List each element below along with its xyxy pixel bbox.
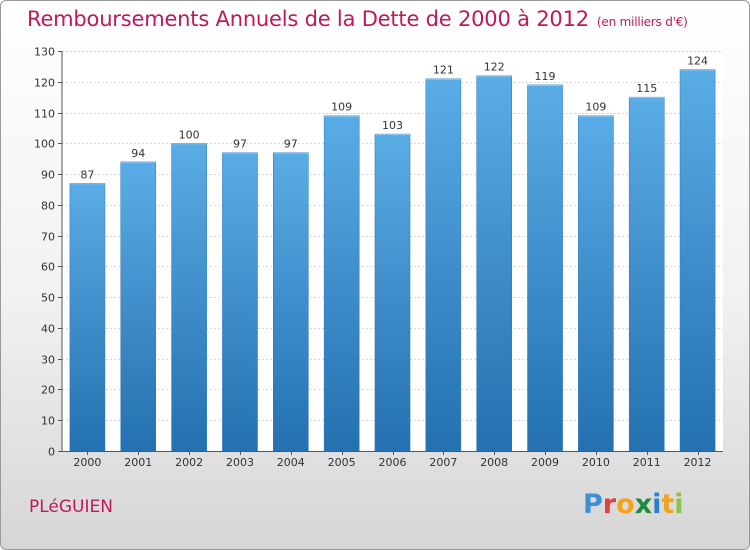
logo-letter: r bbox=[602, 489, 617, 520]
logo-letter: x bbox=[634, 489, 653, 520]
data-label: 124 bbox=[687, 54, 708, 67]
x-tick-label: 2006 bbox=[379, 456, 407, 469]
x-tick-label: 2009 bbox=[531, 456, 559, 469]
bar bbox=[476, 75, 512, 452]
data-labels: 87 94 100 97 97 109 103 121 122 119 109 115 124 bbox=[80, 54, 708, 181]
x-tick-label: 2002 bbox=[175, 456, 203, 469]
data-label: 97 bbox=[233, 138, 247, 151]
y-tick-label: 70 bbox=[41, 231, 55, 244]
logo-letter: i bbox=[652, 489, 662, 520]
logo-letter: P bbox=[583, 489, 603, 520]
chart-unit: (en milliers d'€) bbox=[596, 15, 688, 29]
y-tick-label: 90 bbox=[41, 169, 55, 182]
y-tick-label: 30 bbox=[41, 354, 55, 367]
bar bbox=[527, 84, 563, 452]
x-tick-label: 2012 bbox=[684, 456, 712, 469]
y-tick-label: 110 bbox=[34, 108, 55, 121]
x-tick-label: 2007 bbox=[429, 456, 457, 469]
commune-name: PLéGUIEN bbox=[29, 497, 113, 517]
x-tick-label: 2005 bbox=[328, 456, 356, 469]
data-label: 103 bbox=[382, 119, 403, 132]
bar bbox=[120, 161, 157, 452]
bar bbox=[222, 152, 258, 452]
bar bbox=[578, 115, 614, 452]
bar bbox=[171, 143, 207, 452]
data-label: 94 bbox=[131, 147, 145, 160]
x-tick-label: 2000 bbox=[73, 456, 101, 469]
x-tick-label: 2003 bbox=[226, 456, 254, 469]
x-tick-label: 2011 bbox=[633, 456, 661, 469]
x-tick-label: 2004 bbox=[277, 456, 305, 469]
y-tick-label: 130 bbox=[34, 46, 55, 59]
x-tick-label: 2008 bbox=[480, 456, 508, 469]
bars bbox=[69, 69, 716, 452]
y-tick-label: 60 bbox=[41, 261, 55, 274]
y-tick-label: 100 bbox=[34, 138, 55, 151]
logo-letter: i bbox=[674, 489, 684, 520]
y-tick-label: 50 bbox=[41, 292, 55, 305]
y-axis-ticks: 0 10 20 30 40 50 60 70 80 90 100 110 120 130 bbox=[34, 46, 62, 459]
y-tick-label: 40 bbox=[41, 323, 55, 336]
bar bbox=[425, 78, 462, 452]
data-label: 87 bbox=[80, 168, 94, 181]
data-label: 109 bbox=[585, 101, 606, 114]
bar bbox=[273, 152, 309, 452]
data-label: 109 bbox=[331, 101, 352, 114]
data-label: 97 bbox=[284, 138, 298, 151]
y-tick-label: 0 bbox=[48, 446, 55, 459]
y-tick-label: 20 bbox=[41, 384, 55, 397]
x-tick-label: 2001 bbox=[124, 456, 152, 469]
bar bbox=[323, 115, 360, 452]
chart-title: Remboursements Annuels de la Dette de 20… bbox=[27, 7, 688, 31]
data-label: 115 bbox=[636, 82, 657, 95]
data-label: 100 bbox=[179, 128, 200, 141]
data-label: 122 bbox=[484, 61, 505, 74]
bar bbox=[628, 96, 665, 452]
bar bbox=[679, 69, 716, 452]
x-tick-label: 2010 bbox=[582, 456, 610, 469]
logo-letter: t bbox=[661, 489, 675, 520]
data-label: 119 bbox=[535, 70, 556, 83]
bar bbox=[69, 183, 106, 452]
y-tick-label: 80 bbox=[41, 200, 55, 213]
data-label: 121 bbox=[433, 64, 454, 77]
x-axis-ticks: 2000 2001 2002 2003 2004 2005 2006 2007 2008 2009… bbox=[73, 451, 712, 469]
chart-title-text: Remboursements Annuels de la Dette de 20… bbox=[27, 7, 589, 31]
y-tick-label: 120 bbox=[34, 77, 55, 90]
logo-letter: o bbox=[616, 489, 635, 520]
y-tick-label: 10 bbox=[41, 415, 55, 428]
bar bbox=[374, 133, 411, 452]
proxiti-logo: Proxiti bbox=[583, 489, 684, 520]
